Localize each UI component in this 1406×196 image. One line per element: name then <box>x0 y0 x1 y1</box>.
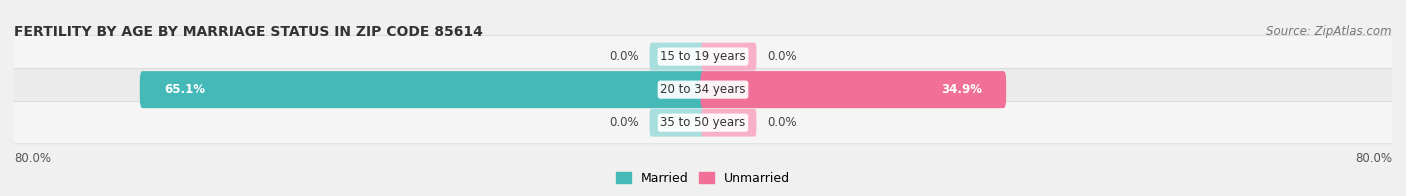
FancyBboxPatch shape <box>702 43 756 71</box>
FancyBboxPatch shape <box>11 68 1395 111</box>
Text: 0.0%: 0.0% <box>768 116 797 129</box>
Text: 80.0%: 80.0% <box>1355 152 1392 165</box>
Text: FERTILITY BY AGE BY MARRIAGE STATUS IN ZIP CODE 85614: FERTILITY BY AGE BY MARRIAGE STATUS IN Z… <box>14 25 482 39</box>
Text: 0.0%: 0.0% <box>609 50 638 63</box>
FancyBboxPatch shape <box>139 71 706 108</box>
FancyBboxPatch shape <box>11 102 1395 144</box>
FancyBboxPatch shape <box>650 43 704 71</box>
Text: 80.0%: 80.0% <box>14 152 51 165</box>
FancyBboxPatch shape <box>700 71 1007 108</box>
Legend: Married, Unmarried: Married, Unmarried <box>616 172 790 185</box>
Text: 65.1%: 65.1% <box>165 83 205 96</box>
Text: 0.0%: 0.0% <box>768 50 797 63</box>
FancyBboxPatch shape <box>11 35 1395 78</box>
Text: 34.9%: 34.9% <box>941 83 981 96</box>
Text: 0.0%: 0.0% <box>609 116 638 129</box>
Text: 20 to 34 years: 20 to 34 years <box>661 83 745 96</box>
Text: 15 to 19 years: 15 to 19 years <box>661 50 745 63</box>
Text: Source: ZipAtlas.com: Source: ZipAtlas.com <box>1267 25 1392 38</box>
Text: 35 to 50 years: 35 to 50 years <box>661 116 745 129</box>
FancyBboxPatch shape <box>702 109 756 137</box>
FancyBboxPatch shape <box>650 109 704 137</box>
